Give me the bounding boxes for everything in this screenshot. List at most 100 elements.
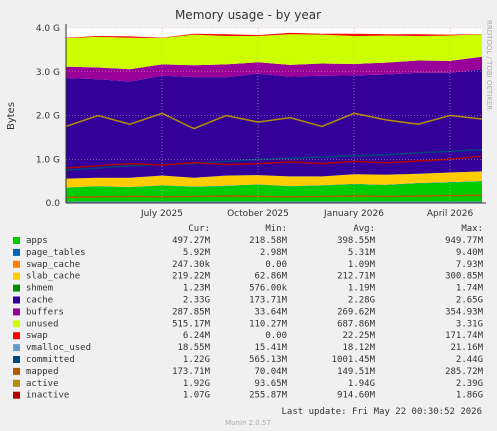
legend-label: active — [26, 379, 59, 389]
legend-label: committed — [26, 355, 75, 365]
legend-stat: 687.86M — [337, 319, 376, 329]
legend-stat: 300.85M — [445, 272, 484, 282]
legend-stat: 515.17M — [172, 319, 211, 329]
legend-stat: 173.71M — [172, 367, 211, 377]
area — [66, 171, 482, 188]
last-update: Last update: Fri May 22 00:30:52 2026 — [282, 407, 482, 417]
legend-stat: 914.60M — [337, 391, 376, 401]
legend-stat: 70.04M — [254, 367, 287, 377]
legend-stat: 354.93M — [445, 307, 484, 317]
legend-stat: 2.28G — [348, 296, 375, 306]
legend-swatch — [13, 332, 20, 340]
legend-stat: 398.55M — [337, 236, 376, 246]
x-tick-label: January 2026 — [323, 209, 384, 219]
legend-stat: 2.33G — [183, 296, 210, 306]
legend-stat: 1.92G — [183, 379, 210, 389]
area — [66, 32, 482, 39]
legend-label: vmalloc_used — [26, 343, 91, 353]
y-tick-label: 2.0 G — [36, 112, 60, 122]
area — [66, 181, 482, 203]
legend-stat: 1.86G — [456, 391, 483, 401]
legend-stat: 110.27M — [249, 319, 288, 329]
legend-column-header: Avg: — [353, 224, 375, 234]
legend-stat: 21.16M — [450, 343, 483, 353]
legend-stat: 1.23M — [183, 284, 211, 294]
legend-stat: 497.27M — [172, 236, 211, 246]
legend-stat: 576.00k — [249, 284, 288, 294]
legend-stat: 1.94G — [348, 379, 375, 389]
legend-stat: 255.87M — [249, 391, 288, 401]
line — [65, 194, 483, 199]
area — [66, 34, 482, 70]
legend-swatch — [13, 344, 20, 352]
legend-stat: 22.25M — [342, 331, 375, 341]
legend-swatch — [13, 272, 20, 280]
legend-stat: 2.65G — [456, 296, 483, 306]
area — [66, 69, 482, 179]
legend-stat: 0.00 — [265, 260, 287, 270]
legend-stat: 1.22G — [183, 355, 210, 365]
legend-stat: 2.98M — [260, 248, 288, 258]
legend-swatch — [13, 367, 20, 375]
legend-stat: 269.62M — [337, 307, 376, 317]
legend-stat: 1.07G — [183, 391, 210, 401]
legend-swatch — [13, 320, 20, 328]
legend-label: swap_cache — [26, 260, 80, 270]
legend-stat: 0.00 — [265, 331, 287, 341]
y-tick-label: 0.0 — [46, 199, 61, 209]
legend-stat: 18.55M — [177, 343, 210, 353]
y-tick-label: 1.0 G — [36, 155, 60, 165]
legend-stat: 149.51M — [337, 367, 376, 377]
legend-stat: 62.86M — [254, 272, 287, 282]
line — [65, 112, 483, 130]
legend-stat: 6.24M — [183, 331, 211, 341]
legend-stat: 5.92M — [183, 248, 211, 258]
legend-stat: 287.85M — [172, 307, 211, 317]
legend-stat: 171.74M — [445, 331, 484, 341]
legend-swatch — [13, 248, 20, 256]
legend-column-header: Cur: — [188, 224, 210, 234]
legend-stat: 33.64M — [254, 307, 287, 317]
chart-title: Memory usage - by year — [175, 8, 321, 22]
legend-stat: 1001.45M — [332, 355, 376, 365]
legend-stat: 173.71M — [249, 296, 288, 306]
side-label: RRDTOOL / TOBI OETIKER — [485, 20, 493, 110]
line — [65, 155, 483, 169]
legend-label: buffers — [26, 307, 64, 317]
legend-stat: 5.31M — [348, 248, 376, 258]
legend-stat: 9.40M — [456, 248, 484, 258]
legend-label: swap — [26, 331, 48, 341]
legend-stat: 2.44G — [456, 355, 483, 365]
legend-swatch — [13, 284, 20, 292]
legend-swatch — [13, 391, 20, 399]
legend-stat: 218.58M — [249, 236, 288, 246]
legend-swatch — [13, 237, 20, 244]
footer: Munin 2.0.57 — [225, 419, 271, 427]
x-tick-label: October 2025 — [227, 209, 289, 219]
legend-stat: 15.41M — [254, 343, 287, 353]
legend-column-header: Max: — [461, 224, 483, 234]
legend-column-header: Min: — [265, 224, 287, 234]
y-tick-label: 4.0 G — [36, 24, 60, 34]
legend-swatch — [13, 308, 20, 316]
legend-stat: 3.31G — [456, 319, 483, 329]
y-tick-label: 3.0 G — [36, 68, 60, 78]
y-axis-label: Bytes — [6, 102, 17, 130]
legend-stat: 1.09M — [348, 260, 376, 270]
legend-swatch — [13, 356, 20, 363]
legend-label: inactive — [26, 391, 69, 401]
legend-stat: 93.65M — [254, 379, 287, 389]
legend-stat: 247.30k — [172, 260, 211, 270]
x-tick-label: July 2025 — [140, 209, 183, 219]
legend-swatch — [13, 296, 20, 304]
legend-label: shmem — [26, 284, 53, 294]
legend-label: mapped — [26, 367, 59, 377]
legend-swatch — [13, 379, 20, 387]
legend-label: slab_cache — [26, 272, 80, 282]
legend-swatch — [13, 260, 20, 268]
legend-label: cache — [26, 296, 53, 306]
legend-stat: 949.77M — [445, 236, 484, 246]
legend-stat: 2.39G — [456, 379, 483, 389]
area — [66, 180, 482, 188]
